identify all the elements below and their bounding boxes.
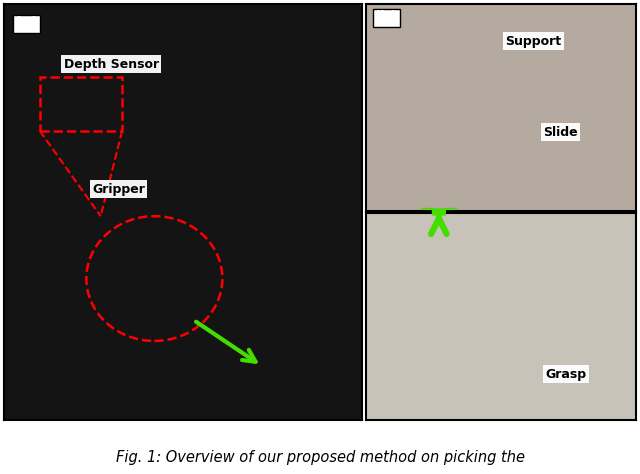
- Text: (b): (b): [374, 10, 399, 25]
- Text: Fig. 1: Overview of our proposed method on picking the: Fig. 1: Overview of our proposed method …: [115, 449, 525, 465]
- Text: Support: Support: [506, 35, 561, 48]
- Text: Gripper: Gripper: [92, 182, 145, 196]
- Text: Slide: Slide: [543, 126, 578, 139]
- FancyArrow shape: [421, 209, 457, 215]
- Text: Depth Sensor: Depth Sensor: [64, 58, 159, 71]
- Text: (a): (a): [15, 17, 39, 31]
- Bar: [40, 77, 122, 131]
- Text: Grasp: Grasp: [545, 368, 586, 381]
